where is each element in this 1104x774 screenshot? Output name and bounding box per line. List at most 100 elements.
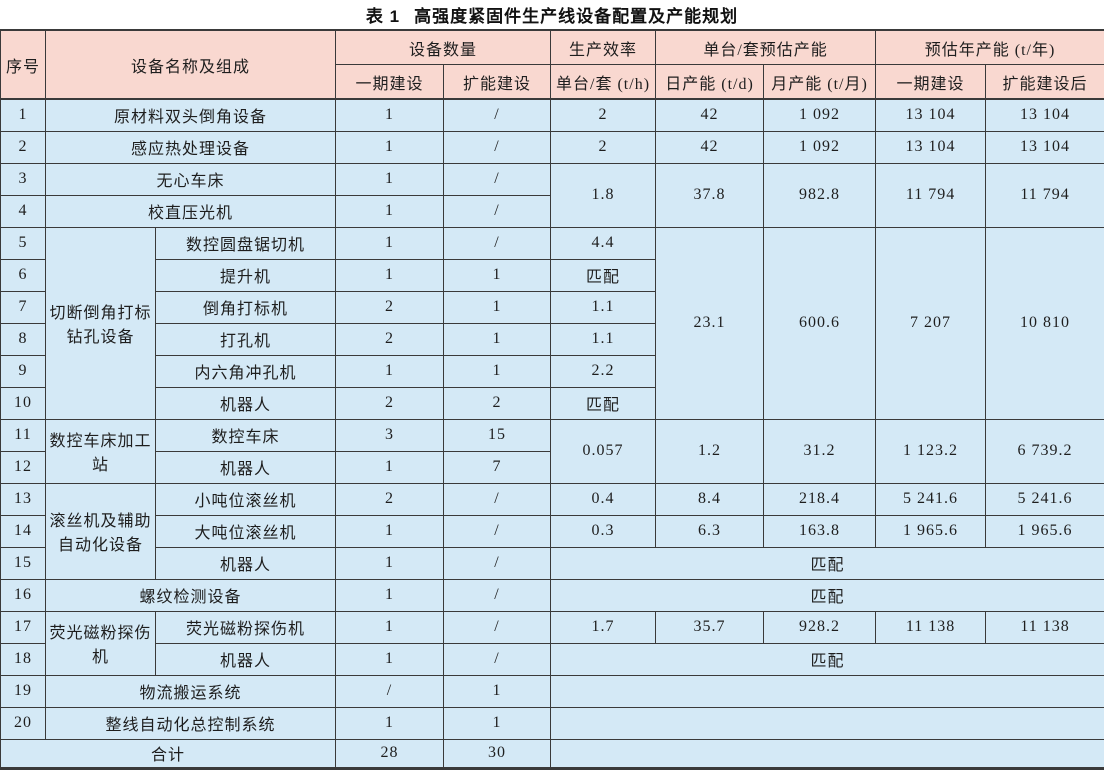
equipment-name-cell: 小吨位滚丝机 <box>154 482 337 516</box>
value-cell: 218.4 <box>763 482 877 516</box>
value-cell: / <box>443 610 552 644</box>
seq-cell: 20 <box>0 706 46 740</box>
value-cell: 2 <box>335 290 445 324</box>
value-cell: 1 <box>335 354 445 388</box>
total-label-cell: 合计 <box>0 738 337 769</box>
value-cell: 1 <box>443 706 552 740</box>
header-eff-per-unit: 单台/套 (t/h) <box>550 64 657 100</box>
value-cell: 13 104 <box>875 130 987 164</box>
header-row-1: 序号 设备名称及组成 设备数量 生产效率 单台/套预估产能 预估年产能 (t/年… <box>0 29 1104 100</box>
header-qty-phase1: 一期建设 <box>335 64 445 100</box>
equipment-name-cell: 机器人 <box>154 386 337 420</box>
value-cell <box>550 674 1104 708</box>
value-cell: 1 <box>335 194 445 228</box>
value-cell: 1 <box>443 354 552 388</box>
table-row: 9 内六角冲孔机 1 1 2.2 <box>0 354 1104 388</box>
value-cell: 13 104 <box>875 98 987 132</box>
value-cell: 1 965.6 <box>875 514 987 548</box>
value-cell: 600.6 <box>763 226 877 420</box>
value-cell: / <box>443 162 552 196</box>
equipment-name-cell: 机器人 <box>154 642 337 676</box>
value-cell: 37.8 <box>655 162 765 228</box>
seq-cell: 9 <box>0 354 46 388</box>
value-cell: 1 <box>335 610 445 644</box>
value-cell: 13 104 <box>985 130 1104 164</box>
table-row: 15 机器人 1/匹配 <box>0 546 1104 580</box>
value-cell: 982.8 <box>763 162 877 228</box>
seq-cell: 2 <box>0 130 46 164</box>
value-cell: / <box>443 642 552 676</box>
value-cell: 0.3 <box>550 514 657 548</box>
value-cell: 1.1 <box>550 322 657 356</box>
value-cell: / <box>443 194 552 228</box>
value-cell: 42 <box>655 98 765 132</box>
value-cell <box>550 738 1104 769</box>
value-cell: 1 <box>335 578 445 612</box>
value-cell: 11 794 <box>985 162 1104 228</box>
table-row: 19 物流搬运系统/1 <box>0 674 1104 708</box>
table-row: 3 无心车床 1/1.8 37.8 982.8 11 794 11 794 <box>0 162 1104 228</box>
value-cell: 6 739.2 <box>985 418 1104 484</box>
value-cell: 3 <box>335 418 445 452</box>
value-cell: 10 810 <box>985 226 1104 420</box>
equipment-name-cell: 校直压光机 <box>44 194 337 228</box>
value-cell: 4.4 <box>550 226 657 260</box>
equipment-name-cell: 荧光磁粉探伤机 <box>154 610 337 644</box>
value-cell: 1 092 <box>763 130 877 164</box>
value-cell: 42 <box>655 130 765 164</box>
table-row: 12 机器人 1 7 <box>0 450 1104 484</box>
equipment-name-cell: 无心车床 <box>44 162 337 196</box>
value-cell: 2 <box>443 386 552 420</box>
value-cell: 11 794 <box>875 162 987 228</box>
seq-cell: 5 <box>0 226 46 260</box>
equipment-name-cell: 打孔机 <box>154 322 337 356</box>
equipment-name-cell: 物流搬运系统 <box>44 674 337 708</box>
value-cell: 1 <box>443 322 552 356</box>
equipment-name-cell: 数控圆盘锯切机 <box>154 226 337 260</box>
value-cell: 匹配 <box>550 578 1104 612</box>
value-cell: / <box>443 98 552 132</box>
value-cell: 8.4 <box>655 482 765 516</box>
table-header: 序号 设备名称及组成 设备数量 生产效率 单台/套预估产能 预估年产能 (t/年… <box>0 29 1104 100</box>
value-cell: 匹配 <box>550 386 657 420</box>
seq-cell: 15 <box>0 546 46 580</box>
table-row: 16 螺纹检测设备 1/匹配 <box>0 578 1104 612</box>
header-annual-phase1: 一期建设 <box>875 64 987 100</box>
seq-cell: 14 <box>0 514 46 548</box>
equipment-name-cell: 大吨位滚丝机 <box>154 514 337 548</box>
equipment-capacity-table: 序号 设备名称及组成 设备数量 生产效率 单台/套预估产能 预估年产能 (t/年… <box>0 29 1104 770</box>
table-row: 20 整线自动化总控制系统 1 1 <box>0 706 1104 740</box>
total-row: 合计 28 30 <box>0 738 1104 769</box>
equipment-name-cell: 内六角冲孔机 <box>154 354 337 388</box>
value-cell: / <box>443 546 552 580</box>
value-cell: 1.8 <box>550 162 657 228</box>
table-row: 7 倒角打标机 2 1 1.1 <box>0 290 1104 324</box>
value-cell: 1 <box>335 258 445 292</box>
seq-cell: 17 <box>0 610 46 644</box>
header-efficiency: 生产效率 <box>550 29 657 65</box>
value-cell: 1 <box>335 450 445 484</box>
table-body: 1 原材料双头倒角设备 1/2 42 1 092 13 104 13 104 2 感应热处理设备… <box>0 98 1104 769</box>
value-cell: 6.3 <box>655 514 765 548</box>
value-cell: 1.2 <box>655 418 765 484</box>
value-cell: 2 <box>335 482 445 516</box>
value-cell: / <box>443 514 552 548</box>
seq-cell: 4 <box>0 194 46 228</box>
seq-cell: 12 <box>0 450 46 484</box>
header-monthly-capacity: 月产能 (t/月) <box>763 64 877 100</box>
equipment-name-cell: 螺纹检测设备 <box>44 578 337 612</box>
header-unit-capacity: 单台/套预估产能 <box>655 29 877 65</box>
value-cell: 11 138 <box>985 610 1104 644</box>
table-row: 5 切断倒角打标钻孔设备 数控圆盘锯切机 1/4.4 23.1 600.6 7 207 10 … <box>0 226 1104 420</box>
value-cell: 1 <box>335 706 445 740</box>
value-cell: 2 <box>335 386 445 420</box>
value-cell: 1.1 <box>550 290 657 324</box>
value-cell: / <box>443 482 552 516</box>
equipment-name-cell: 整线自动化总控制系统 <box>44 706 337 740</box>
value-cell: 928.2 <box>763 610 877 644</box>
value-cell: / <box>443 226 552 260</box>
header-annual-capacity: 预估年产能 (t/年) <box>875 29 1104 65</box>
seq-cell: 19 <box>0 674 46 708</box>
table-row: 2 感应热处理设备 1/2 42 1 092 13 104 13 104 <box>0 130 1104 164</box>
